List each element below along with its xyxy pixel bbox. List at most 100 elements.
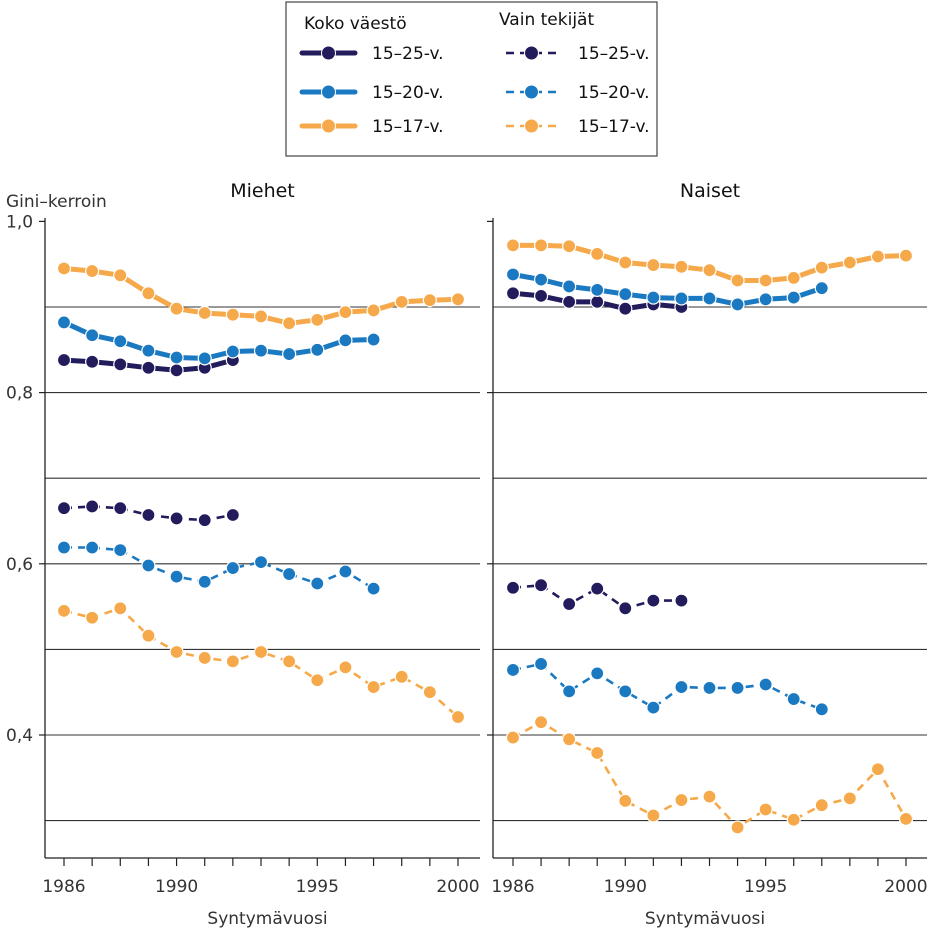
data-point <box>814 281 829 296</box>
legend-group-title-tekijat: Vain tekijät <box>499 10 594 30</box>
data-point <box>590 581 605 596</box>
data-point <box>85 610 100 625</box>
panel-title: Miehet <box>230 180 295 202</box>
legend-entry-label: 15–17-v. <box>578 117 650 137</box>
data-point <box>786 812 801 827</box>
data-point <box>533 656 549 672</box>
legend-swatch-marker <box>321 84 336 100</box>
data-point <box>310 576 325 591</box>
data-point <box>282 566 297 582</box>
data-point <box>85 499 100 514</box>
data-point <box>141 286 156 301</box>
data-point <box>197 513 212 528</box>
data-point <box>225 307 240 322</box>
data-point <box>282 346 297 362</box>
data-point <box>394 294 409 309</box>
data-point <box>590 246 605 262</box>
data-point <box>702 263 717 278</box>
data-point <box>450 292 466 307</box>
data-point <box>505 286 521 301</box>
data-point <box>618 255 633 270</box>
legend-swatch-marker <box>524 118 539 134</box>
data-point <box>169 569 184 584</box>
y-tick-label: 1,0 <box>6 212 33 232</box>
data-point <box>169 363 184 378</box>
data-point <box>113 601 128 616</box>
data-point <box>113 543 128 558</box>
legend-entry-label: 15–17-v. <box>372 117 444 137</box>
data-point <box>730 297 745 312</box>
x-tick-label: 1990 <box>155 877 198 897</box>
y-tick-label: 0,4 <box>6 726 33 746</box>
legend-swatch-marker <box>321 45 336 61</box>
data-point <box>674 679 689 695</box>
data-point <box>814 702 829 717</box>
data-point <box>674 792 689 808</box>
data-point <box>394 669 409 684</box>
data-point <box>533 288 549 303</box>
data-point <box>422 293 437 308</box>
data-point <box>562 239 577 254</box>
y-tick-label: 0,8 <box>6 384 33 404</box>
data-point <box>366 679 381 695</box>
data-point <box>141 507 156 523</box>
data-point <box>533 715 549 730</box>
data-point <box>674 259 689 274</box>
panel-title: Naiset <box>680 180 740 202</box>
data-point <box>225 560 240 576</box>
data-point <box>85 354 100 369</box>
data-point <box>56 352 72 368</box>
series-line <box>63 606 459 718</box>
series-line <box>61 319 377 361</box>
panel-naiset: Naiset 1986 1990 1995 2000 Syntymävuosi <box>487 180 928 929</box>
data-point <box>56 315 72 330</box>
series-line <box>512 662 823 711</box>
legend-entry-label: 15–20-v. <box>372 83 444 103</box>
data-point <box>590 294 605 309</box>
data-point <box>338 333 353 348</box>
legend-box <box>285 1 658 157</box>
legend-swatch-marker <box>524 84 539 100</box>
data-point <box>674 593 689 608</box>
data-point <box>590 745 605 761</box>
data-point <box>730 820 745 835</box>
data-point <box>56 603 72 618</box>
data-point <box>253 309 269 324</box>
data-point <box>85 263 100 279</box>
data-point <box>842 791 857 806</box>
data-point <box>85 540 100 555</box>
data-point <box>758 292 773 307</box>
data-point <box>310 673 325 688</box>
y-tick-label: 0,6 <box>6 555 33 575</box>
series-line <box>64 546 375 590</box>
data-point <box>253 554 269 570</box>
data-point <box>618 601 633 616</box>
data-point <box>282 654 297 669</box>
data-point <box>169 350 184 365</box>
data-point <box>197 574 212 589</box>
data-point <box>646 257 661 273</box>
data-point <box>197 650 212 666</box>
data-point <box>85 328 100 343</box>
data-point <box>56 540 72 555</box>
data-point <box>562 279 577 294</box>
data-point <box>562 596 577 612</box>
data-point <box>56 501 72 516</box>
data-point <box>505 580 521 595</box>
data-point <box>646 290 661 305</box>
data-point <box>898 811 914 826</box>
data-point <box>646 700 661 715</box>
data-point <box>225 654 240 669</box>
data-point <box>730 273 745 288</box>
data-point <box>870 249 886 264</box>
data-point <box>225 507 240 523</box>
data-point <box>702 291 717 306</box>
data-point <box>56 261 72 276</box>
data-point <box>141 628 156 643</box>
data-point <box>366 332 381 347</box>
x-axis-label: Syntymävuosi <box>207 909 327 929</box>
data-point <box>310 342 325 357</box>
data-point <box>169 301 184 316</box>
